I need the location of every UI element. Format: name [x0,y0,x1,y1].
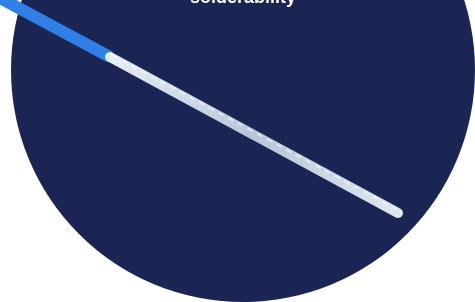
scene: solderability [0,0,475,302]
page: solderability (() => { const data = JSON… [0,0,475,302]
caption: solderability [190,0,296,7]
